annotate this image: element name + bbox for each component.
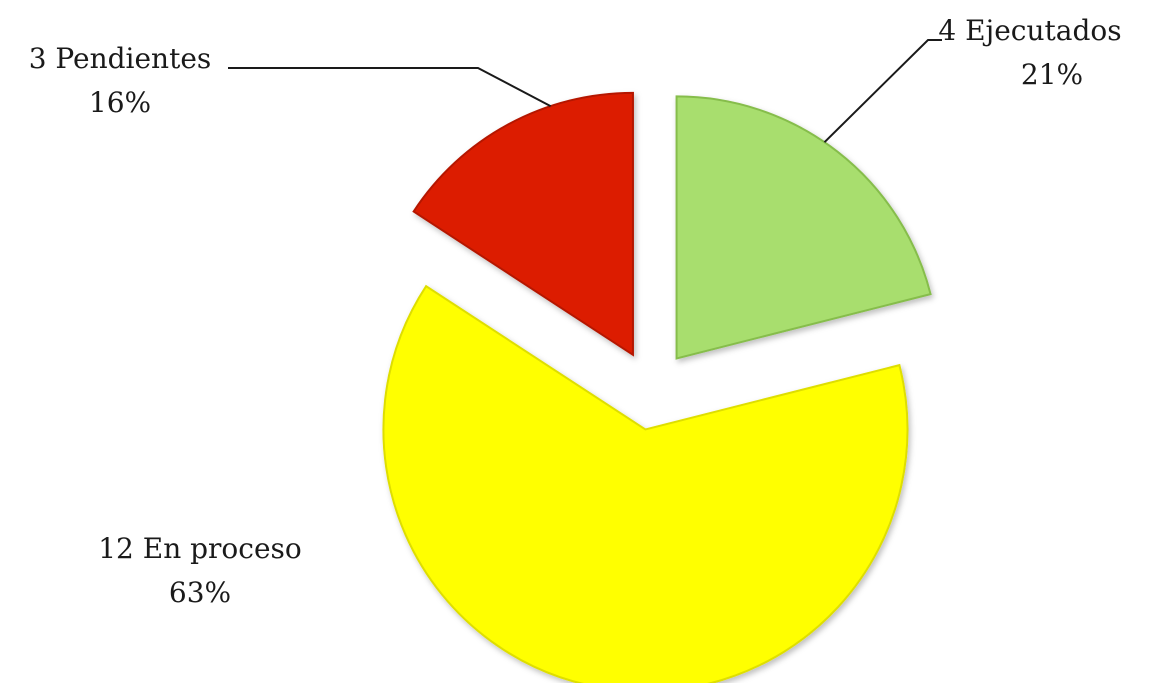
slice-label-ejecutados: 4 Ejecutados 21%: [938, 14, 1121, 91]
slice-label-ejecutados-name: 4 Ejecutados: [938, 14, 1121, 47]
pie-slices: [382, 91, 932, 683]
leader-line-ejecutados: [823, 39, 942, 143]
slice-label-en-proceso-percent: 63%: [169, 576, 231, 609]
slice-label-en-proceso: 12 En proceso 63%: [98, 532, 302, 609]
pie-slice-pendientes: [412, 91, 634, 357]
slice-label-pendientes-name: 3 Pendientes: [29, 42, 212, 75]
slice-label-ejecutados-percent: 21%: [1021, 58, 1083, 91]
pie-slice-ejecutados: [675, 95, 932, 360]
leader-line-pendientes: [228, 67, 552, 108]
slice-label-pendientes-percent: 16%: [89, 86, 151, 119]
slice-label-pendientes: 3 Pendientes 16%: [29, 42, 212, 119]
leader-lines: [228, 39, 942, 143]
pie-slice-en-proceso: [382, 284, 909, 683]
slice-label-en-proceso-name: 12 En proceso: [98, 532, 302, 565]
